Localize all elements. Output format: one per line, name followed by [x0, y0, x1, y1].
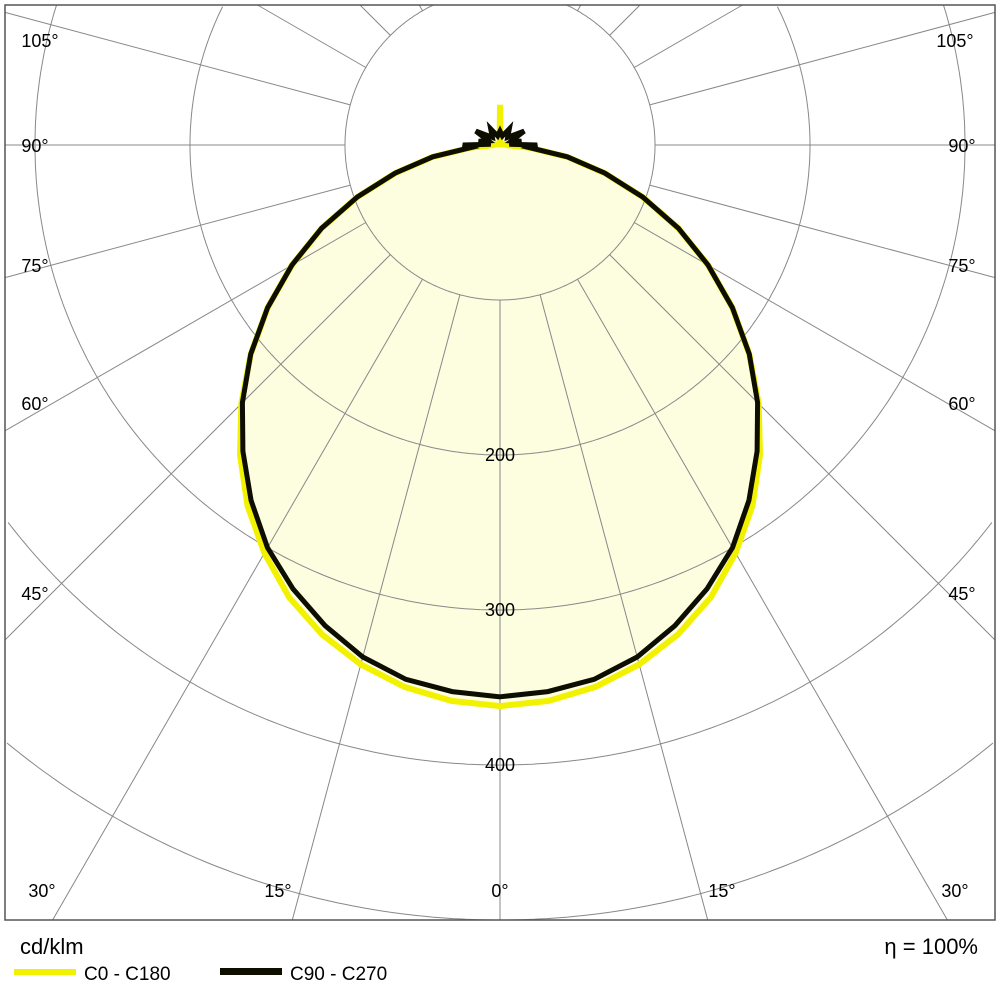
grid-spoke — [4, 11, 351, 106]
radial-tick-label: 300 — [485, 600, 515, 620]
radial-tick-label: 400 — [485, 755, 515, 775]
angle-tick-label: 60° — [21, 394, 48, 414]
angle-tick-label: 60° — [948, 394, 975, 414]
legend-label-c90: C90 - C270 — [290, 964, 388, 985]
angle-tick-label: 15° — [708, 881, 735, 901]
curves — [236, 104, 764, 710]
angle-tick-label: 105° — [21, 31, 58, 51]
angle-tick-label: 0° — [491, 881, 508, 901]
grid-ring-100 — [344, 4, 656, 301]
efficiency-label: η = 100% — [884, 934, 978, 959]
legend-label-c0: C0 - C180 — [84, 964, 171, 985]
angle-tick-label: 90° — [948, 136, 975, 156]
angle-tick-label: 105° — [936, 31, 973, 51]
grid-spoke — [649, 184, 996, 279]
angle-tick-label: 15° — [264, 881, 291, 901]
angle-tick-label: 75° — [948, 256, 975, 276]
legend-swatch-c0 — [14, 969, 76, 975]
grid-spoke — [4, 254, 391, 641]
grid-spoke — [359, 4, 391, 36]
grid-spoke — [633, 222, 996, 432]
grid-spoke — [609, 254, 996, 641]
grid-ring-300 — [34, 5, 966, 611]
axis-labels: 200 300 400 0° 15° 15° 30° 30° 45° 45° 60° 60° 75° 75… — [21, 31, 975, 901]
grid-ring-200 — [189, 6, 811, 456]
plot-frame — [4, 4, 996, 921]
grid-spoke — [577, 278, 948, 921]
grid-spoke — [577, 4, 582, 12]
grid-spoke — [609, 4, 641, 36]
grid-spoke — [291, 294, 461, 921]
legend: C0 - C180 C90 - C270 — [14, 962, 614, 992]
radial-tick-label: 200 — [485, 445, 515, 465]
angle-tick-label: 45° — [21, 584, 48, 604]
polar-grid — [4, 4, 996, 921]
angle-tick-label: 90° — [21, 136, 48, 156]
angle-tick-label: 30° — [28, 881, 55, 901]
grid-spoke — [257, 4, 367, 68]
grid-spoke — [633, 4, 743, 68]
unit-label: cd/klm — [20, 934, 84, 959]
grid-spoke — [539, 294, 709, 921]
grid-spoke — [52, 278, 423, 921]
grid-spoke — [418, 4, 423, 12]
angle-tick-label: 30° — [941, 881, 968, 901]
grid-spoke — [4, 184, 351, 279]
grid-spoke — [649, 11, 996, 106]
legend-swatch-c90 — [220, 968, 282, 975]
angle-tick-label: 75° — [21, 256, 48, 276]
grid-spoke — [4, 222, 367, 432]
angle-tick-label: 45° — [948, 584, 975, 604]
series-c90-c270 — [239, 121, 761, 700]
